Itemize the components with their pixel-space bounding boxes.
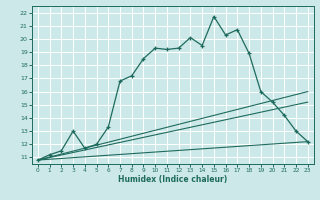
- X-axis label: Humidex (Indice chaleur): Humidex (Indice chaleur): [118, 175, 228, 184]
